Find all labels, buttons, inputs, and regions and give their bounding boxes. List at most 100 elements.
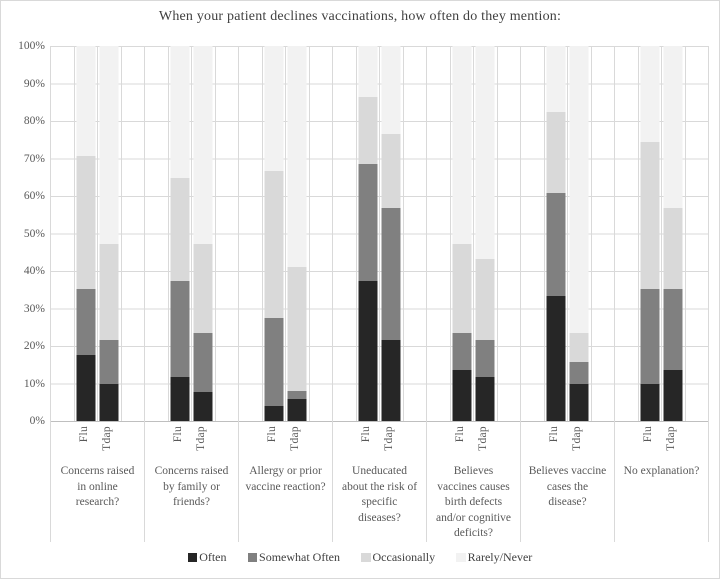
- chart-title: When your patient declines vaccinations,…: [158, 9, 562, 24]
- bar-segment-rarely-never: [569, 46, 589, 333]
- bar-segment-occasionally: [381, 134, 401, 208]
- bar-slot: [545, 46, 568, 421]
- legend-swatch: [361, 552, 371, 563]
- y-tick-label: 100%: [18, 40, 45, 52]
- bar-slot: [216, 46, 239, 421]
- y-tick-label: 0%: [29, 415, 45, 427]
- category-label-line: birth defects: [444, 496, 503, 508]
- bar-segment-somewhat-often: [381, 207, 401, 340]
- bar-sublabel: Flu: [641, 426, 654, 443]
- y-tick-label: 40%: [23, 265, 45, 277]
- bar-segment-often: [358, 281, 378, 421]
- bar-segment-somewhat-often: [358, 163, 378, 282]
- bar-segment-often: [170, 376, 190, 421]
- bar-segment-often: [193, 391, 213, 421]
- bar-segment-often: [287, 398, 307, 421]
- bar-sublabel: Tdap: [101, 426, 114, 451]
- bar-segment-occasionally: [452, 244, 472, 333]
- bar-segment-somewhat-often: [452, 332, 472, 370]
- bar-sublabel: Tdap: [571, 426, 584, 451]
- bar-segment-rarely-never: [381, 46, 401, 135]
- bar-segment-somewhat-often: [640, 288, 660, 385]
- bar-segment-rarely-never: [546, 46, 566, 112]
- bar-segment-often: [640, 384, 660, 421]
- legend-label: Occasionally: [372, 550, 436, 564]
- stacked-bar-flu: [358, 46, 378, 421]
- legend-item: Rarely/Never: [456, 550, 532, 565]
- category-label-line: Believes vaccine: [528, 465, 607, 477]
- category-label-line: in online: [77, 480, 118, 493]
- category-label: Believes vaccine cases the disease?: [522, 464, 613, 511]
- bar-segment-somewhat-often: [99, 340, 119, 385]
- bar-slot: [98, 46, 122, 421]
- bar-segment-rarely-never: [99, 46, 119, 245]
- category-cell: Flu Tdap No explanation?: [615, 421, 708, 542]
- category-label-line: cases the: [546, 480, 589, 493]
- category-cell: Flu Tdap Concerns raised in online research?: [51, 421, 145, 542]
- bar-slot: [451, 46, 474, 421]
- category-label-line: diseases?: [358, 511, 401, 524]
- bar-slot: [592, 46, 615, 421]
- category-label-line: research?: [75, 496, 120, 508]
- bar-slot: [310, 46, 333, 421]
- bar-segment-rarely-never: [170, 46, 190, 179]
- bar-segment-often: [381, 340, 401, 421]
- bar-segment-occasionally: [475, 259, 495, 340]
- stacked-bar-tdap: [569, 46, 589, 421]
- bar-segment-occasionally: [287, 266, 307, 392]
- legend-swatch: [247, 552, 258, 563]
- bar-segment-occasionally: [99, 244, 119, 340]
- y-axis: 100% 90% 80% 70% 60% 50% 40% 30% 20% 10% 0%: [1, 1, 45, 441]
- category-label-line: Allergy or prior: [249, 465, 322, 477]
- bar-slot: [51, 46, 75, 421]
- bar-group: [333, 46, 427, 421]
- bar-sublabel: Tdap: [195, 426, 208, 451]
- category-label: Uneducated about the risk of specific disea…: [334, 464, 425, 526]
- bar-segment-occasionally: [663, 207, 683, 289]
- category-axis: Flu Tdap Concerns raised in online research?…: [50, 421, 709, 542]
- bar-segment-somewhat-often: [264, 317, 284, 407]
- bar-segment-occasionally: [569, 332, 589, 363]
- bar-slot: [521, 46, 545, 421]
- bar-segment-often: [663, 369, 683, 421]
- bar-slot: [239, 46, 263, 421]
- stacked-bar-tdap: [475, 46, 495, 421]
- stacked-bar-flu: [452, 46, 472, 421]
- bar-segment-somewhat-often: [76, 288, 96, 355]
- bar-segment-somewhat-often: [193, 332, 213, 392]
- stacked-bar-tdap: [663, 46, 683, 421]
- y-tick-label: 10%: [23, 377, 45, 390]
- legend: Often Somewhat Often Occasionally Rarely/Ne…: [1, 550, 719, 565]
- bar-segment-occasionally: [76, 156, 96, 289]
- legend-label: Often: [199, 550, 227, 564]
- bar-slot: [380, 46, 404, 421]
- bar-segment-rarely-never: [287, 46, 307, 267]
- y-tick-label: 30%: [23, 302, 45, 315]
- bar-segment-somewhat-often: [546, 193, 566, 297]
- bar-slot: [639, 46, 662, 421]
- y-tick-label: 70%: [23, 152, 45, 165]
- bar-group: [51, 46, 145, 421]
- bar-slot: [169, 46, 192, 421]
- bar-segment-often: [452, 369, 472, 421]
- category-cell: Flu Tdap Allergy or prior vaccine reaction?: [239, 421, 333, 542]
- bar-slot: [122, 46, 145, 421]
- y-tick-label: 20%: [23, 340, 45, 352]
- bar-segment-rarely-never: [640, 46, 660, 142]
- category-cell: Flu Tdap Believes vaccine cases the disease?: [521, 421, 615, 542]
- category-label-line: by family or: [163, 480, 220, 493]
- plot-area: [50, 46, 709, 422]
- stacked-bar-flu: [640, 46, 660, 421]
- bar-slot: [568, 46, 592, 421]
- bar-slot: [474, 46, 498, 421]
- bar-segment-often: [99, 384, 119, 421]
- category-label-line: Concerns raised: [60, 465, 135, 477]
- bar-group: [615, 46, 708, 421]
- bar-slot: [145, 46, 169, 421]
- category-label-line: friends?: [172, 496, 211, 508]
- bar-segment-occasionally: [264, 170, 284, 318]
- bar-sublabel: Flu: [171, 426, 184, 443]
- bar-slot: [662, 46, 686, 421]
- y-tick-label: 50%: [23, 227, 45, 240]
